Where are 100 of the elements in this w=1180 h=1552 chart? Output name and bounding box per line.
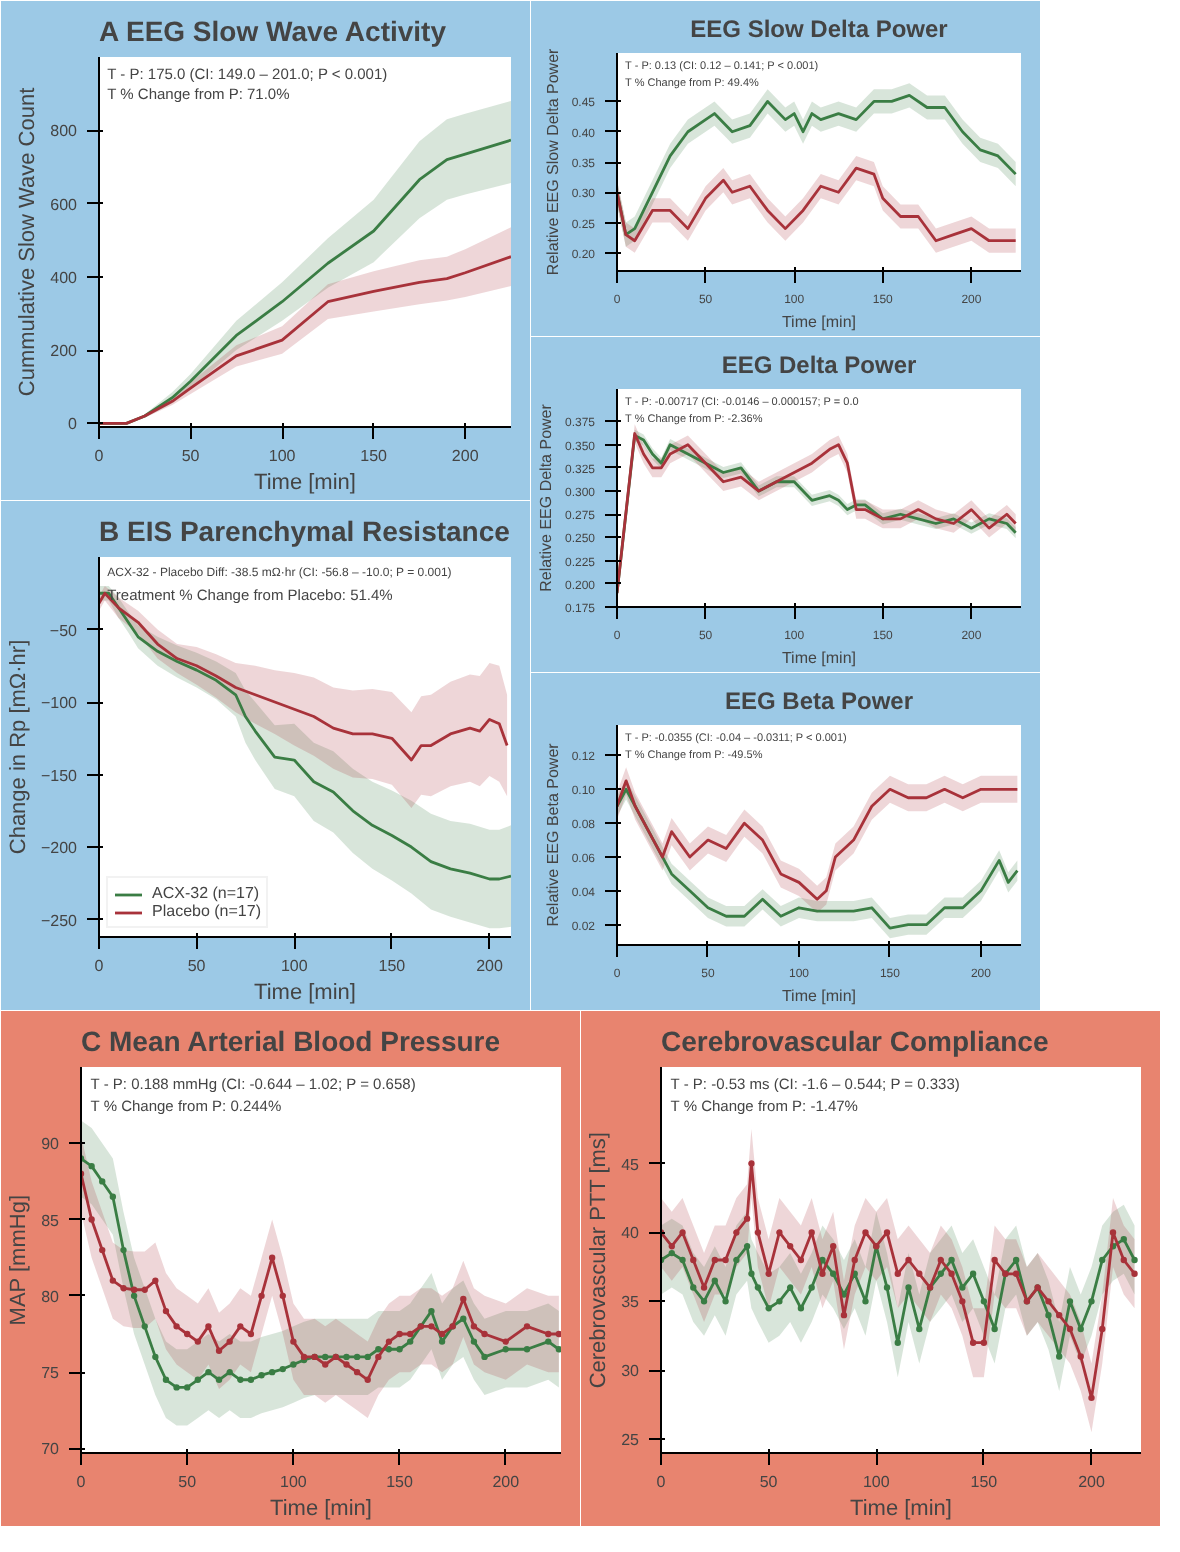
chart-title: B EIS Parenchymal Resistance: [99, 515, 511, 547]
point: [109, 1277, 117, 1284]
point: [722, 1298, 729, 1305]
point: [152, 1277, 159, 1284]
point: [808, 1229, 815, 1236]
point: [545, 1330, 552, 1338]
x-tick-label: 100: [280, 957, 309, 975]
point: [948, 1256, 955, 1264]
point: [141, 1286, 148, 1293]
y-tick-label: 80: [41, 1287, 61, 1306]
point: [120, 1285, 127, 1292]
y-tick-label: 70: [41, 1440, 61, 1459]
point: [819, 1270, 826, 1277]
x-tick-label: 200: [1078, 1473, 1106, 1491]
x-tick-label: 150: [386, 1473, 415, 1491]
point: [743, 1215, 751, 1222]
point: [173, 1384, 180, 1391]
point: [428, 1307, 435, 1315]
point: [776, 1229, 783, 1236]
point: [353, 1353, 361, 1361]
point: [905, 1256, 912, 1264]
point: [1131, 1256, 1138, 1264]
point: [851, 1256, 858, 1264]
point: [88, 1162, 95, 1170]
point: [862, 1298, 869, 1305]
y-tick-label: −150: [40, 766, 79, 785]
point: [141, 1323, 148, 1330]
point: [776, 1298, 783, 1305]
point: [237, 1376, 244, 1383]
point: [679, 1256, 686, 1264]
x-axis-title: Time [min]: [850, 1497, 952, 1521]
line-series: [617, 779, 1019, 901]
point: [1066, 1298, 1074, 1305]
point: [460, 1315, 467, 1322]
x-tick-label: 0: [94, 447, 105, 465]
point: [830, 1270, 837, 1277]
point: [226, 1368, 233, 1376]
chart-title: EEG Beta Power: [724, 687, 914, 715]
point: [407, 1338, 414, 1345]
legend-label: ACX-32 (n=17): [152, 884, 260, 902]
point: [1012, 1256, 1020, 1264]
point: [830, 1243, 837, 1250]
point: [364, 1353, 371, 1361]
x-axis-title: Time [min]: [781, 313, 857, 331]
point: [916, 1325, 923, 1333]
point: [980, 1298, 988, 1305]
point: [808, 1284, 815, 1291]
point: [385, 1338, 393, 1345]
point: [183, 1384, 191, 1391]
point: [194, 1338, 202, 1345]
point: [481, 1353, 488, 1361]
point: [765, 1305, 772, 1312]
point: [679, 1229, 686, 1236]
point: [502, 1346, 509, 1353]
point: [1088, 1394, 1095, 1402]
x-tick-label: 100: [268, 447, 297, 465]
point: [268, 1368, 276, 1376]
point: [215, 1376, 223, 1383]
x-tick-label: 50: [759, 1473, 779, 1491]
point: [268, 1254, 276, 1261]
y-tick-label: 85: [41, 1211, 61, 1230]
y-axis-title: Cummulative Slow Wave Count: [16, 87, 41, 397]
point: [1131, 1270, 1138, 1277]
point: [1045, 1311, 1052, 1319]
point: [523, 1323, 531, 1330]
x-axis-title: Time [min]: [781, 987, 857, 1005]
point: [991, 1325, 998, 1333]
point: [545, 1338, 552, 1345]
y-tick-label: 25: [621, 1431, 641, 1450]
point: [470, 1323, 478, 1330]
point: [385, 1346, 393, 1353]
point: [226, 1338, 233, 1345]
point: [991, 1256, 998, 1264]
point: [1045, 1298, 1052, 1305]
y-axis-title: Relative EEG Delta Power: [536, 403, 555, 592]
point: [1077, 1353, 1084, 1360]
x-tick-label: 200: [492, 1473, 521, 1491]
point: [120, 1246, 127, 1254]
point: [733, 1229, 740, 1236]
point: [765, 1270, 772, 1277]
point: [905, 1284, 912, 1291]
point: [237, 1323, 244, 1330]
point: [711, 1277, 719, 1284]
x-axis-title: Time [min]: [270, 1497, 372, 1521]
point: [1099, 1256, 1106, 1264]
x-tick-label: 50: [181, 447, 201, 465]
point: [711, 1256, 719, 1264]
point: [162, 1376, 170, 1383]
y-tick-label: 0: [68, 415, 79, 434]
point: [786, 1284, 794, 1291]
point: [88, 1216, 95, 1223]
y-tick-label: 800: [50, 122, 79, 141]
point: [460, 1295, 467, 1303]
point: [407, 1330, 414, 1338]
chart-title: Cerebrovascular Compliance: [661, 1025, 1049, 1057]
point: [555, 1330, 561, 1338]
point: [916, 1270, 923, 1277]
point: [290, 1361, 297, 1368]
point: [722, 1256, 729, 1264]
legend-label: Placebo (n=17): [152, 902, 261, 920]
